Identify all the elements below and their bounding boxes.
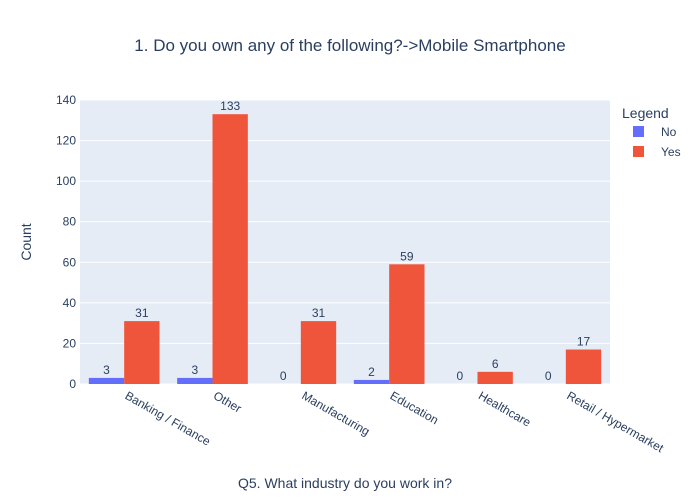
bar-yes-2	[300, 321, 337, 384]
y-tick-label: 0	[69, 377, 76, 391]
legend: Legend No Yes	[622, 105, 681, 159]
y-tick-label: 140	[56, 93, 76, 107]
grid-lines	[80, 99, 610, 385]
bar-no-1	[177, 377, 213, 384]
data-label: 59	[400, 249, 414, 263]
x-tick-label: Banking / Finance	[123, 388, 213, 448]
bar-yes-3	[389, 264, 425, 384]
bar-yes-4	[477, 371, 513, 384]
y-tick-label: 120	[56, 134, 76, 148]
legend-swatch-yes	[633, 146, 644, 157]
data-label: 31	[312, 306, 326, 320]
data-label: 2	[368, 365, 375, 379]
y-tick-label: 100	[56, 174, 76, 188]
x-tick-label: Education	[388, 388, 441, 427]
y-tick-label: 80	[63, 215, 77, 229]
data-label: 17	[577, 335, 591, 349]
bars	[88, 114, 602, 384]
bar-no-0	[88, 377, 125, 384]
data-label: 3	[191, 363, 198, 377]
data-label: 133	[220, 99, 240, 113]
legend-label-yes: Yes	[661, 145, 681, 159]
legend-swatch-no	[633, 126, 644, 137]
data-label: 6	[492, 357, 499, 371]
data-label: 31	[135, 306, 149, 320]
data-labels: 3 3 0 2 0 0 31 133 31 59 6 17	[103, 99, 590, 383]
y-axis-title: Count	[18, 223, 34, 260]
bar-yes-1	[212, 114, 248, 384]
x-tick-label: Manufacturing	[299, 388, 372, 438]
bar-yes-0	[124, 321, 160, 384]
plot-area	[80, 100, 610, 384]
y-axis-ticks: 0 20 40 60 80 100 120 140	[56, 93, 76, 391]
y-tick-label: 40	[63, 296, 77, 310]
x-axis-title: Q5. What industry do you work in?	[238, 475, 452, 491]
chart-title: 1. Do you own any of the following?->Mob…	[134, 36, 565, 55]
legend-title: Legend	[622, 105, 669, 121]
bar-no-3	[353, 379, 390, 384]
data-label: 0	[456, 369, 463, 383]
data-label: 3	[103, 363, 110, 377]
y-tick-label: 20	[63, 336, 77, 350]
legend-label-no: No	[661, 125, 677, 139]
data-label: 0	[280, 369, 287, 383]
x-tick-label: Retail / Hypermarket	[564, 388, 666, 455]
x-tick-label: Healthcare	[476, 388, 534, 429]
data-label: 0	[545, 369, 552, 383]
x-tick-label: Other	[211, 388, 244, 415]
y-tick-label: 60	[63, 255, 77, 269]
bar-yes-5	[565, 349, 602, 384]
